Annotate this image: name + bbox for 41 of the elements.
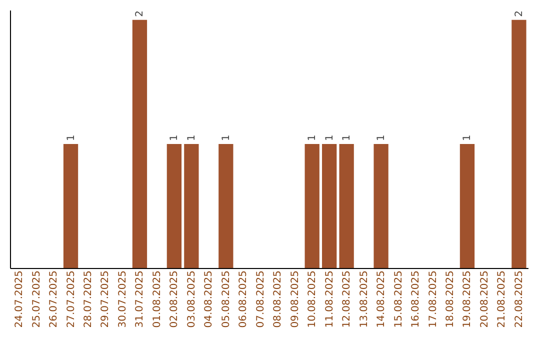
x-tick-label: 02.08.2025 — [169, 270, 180, 328]
data-label: 1 — [220, 134, 232, 141]
x-tick-label: 31.07.2025 — [134, 270, 146, 328]
x-tick-label: 21.08.2025 — [496, 270, 508, 328]
x-tick-label: 18.08.2025 — [445, 270, 456, 328]
data-label: 1 — [324, 134, 336, 141]
x-tick-label: 15.08.2025 — [393, 270, 404, 328]
x-tick-label: 06.08.2025 — [238, 270, 250, 328]
x-tick-label: 17.08.2025 — [428, 270, 439, 328]
x-tick-label: 11.08.2025 — [324, 270, 336, 328]
x-tick-label: 30.07.2025 — [117, 270, 128, 328]
x-tick-label: 10.08.2025 — [307, 270, 318, 328]
x-tick-label: 25.07.2025 — [31, 270, 42, 328]
x-tick-label: 26.07.2025 — [48, 270, 60, 328]
data-label: 1 — [376, 134, 388, 141]
x-tick-label: 04.08.2025 — [204, 270, 215, 328]
data-label: 1 — [66, 134, 77, 141]
x-tick-label: 28.07.2025 — [83, 270, 94, 328]
data-label: 1 — [169, 134, 180, 141]
x-tick-label: 14.08.2025 — [376, 270, 388, 328]
x-tick-label: 09.08.2025 — [290, 270, 301, 328]
x-tick-label: 27.07.2025 — [66, 270, 77, 328]
data-label: 1 — [186, 134, 198, 141]
data-label: 2 — [514, 10, 525, 17]
x-tick-label: 16.08.2025 — [410, 270, 422, 328]
x-tick-label: 05.08.2025 — [220, 270, 232, 328]
data-label: 1 — [462, 134, 474, 141]
x-tick-label: 22.08.2025 — [514, 270, 525, 328]
data-label: 1 — [342, 134, 353, 141]
x-tick-label: 29.07.2025 — [100, 270, 112, 328]
data-label: 1 — [307, 134, 318, 141]
x-tick-label: 08.08.2025 — [272, 270, 284, 328]
x-tick-label: 03.08.2025 — [186, 270, 198, 328]
x-tick-label: 07.08.2025 — [255, 270, 266, 328]
x-tick-label: 20.08.2025 — [479, 270, 490, 328]
x-tick-label: 19.08.2025 — [462, 270, 474, 328]
x-tick-label: 12.08.2025 — [342, 270, 353, 328]
data-label: 2 — [134, 10, 146, 17]
x-tick-label: 24.07.2025 — [14, 270, 26, 328]
x-tick-label: 01.08.2025 — [152, 270, 163, 328]
x-tick-label: 13.08.2025 — [358, 270, 370, 328]
